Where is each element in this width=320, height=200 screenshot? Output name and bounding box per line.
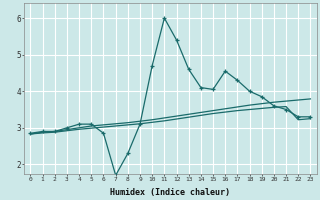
X-axis label: Humidex (Indice chaleur): Humidex (Indice chaleur) [110,188,230,197]
